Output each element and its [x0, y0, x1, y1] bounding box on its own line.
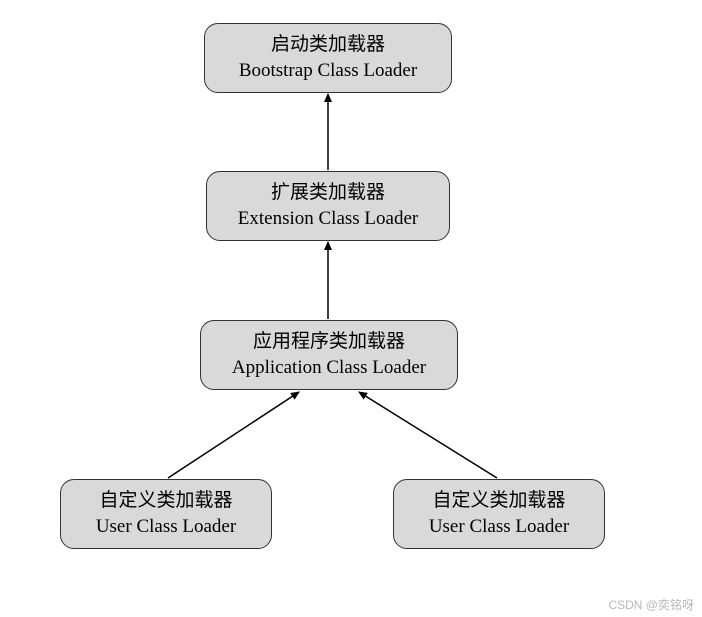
node-user2-subtitle: User Class Loader — [429, 514, 569, 540]
node-bootstrap: 启动类加载器 Bootstrap Class Loader — [204, 23, 452, 93]
node-application-subtitle: Application Class Loader — [232, 355, 426, 381]
node-application: 应用程序类加载器 Application Class Loader — [200, 320, 458, 390]
node-extension-title: 扩展类加载器 — [271, 180, 385, 206]
node-user1-title: 自定义类加载器 — [99, 488, 232, 514]
edge-user1-to-app — [168, 392, 299, 478]
edge-user2-to-app — [359, 392, 497, 478]
node-extension-subtitle: Extension Class Loader — [238, 206, 418, 232]
watermark-text: CSDN @奕铭呀 — [608, 596, 694, 613]
node-bootstrap-title: 启动类加载器 — [271, 32, 385, 58]
node-extension: 扩展类加载器 Extension Class Loader — [206, 171, 450, 241]
node-user1: 自定义类加载器 User Class Loader — [60, 479, 272, 549]
node-user2: 自定义类加载器 User Class Loader — [393, 479, 605, 549]
node-application-title: 应用程序类加载器 — [253, 329, 405, 355]
node-user1-subtitle: User Class Loader — [96, 514, 236, 540]
classloader-diagram: 启动类加载器 Bootstrap Class Loader 扩展类加载器 Ext… — [0, 0, 702, 617]
node-user2-title: 自定义类加载器 — [432, 488, 565, 514]
node-bootstrap-subtitle: Bootstrap Class Loader — [239, 58, 417, 84]
